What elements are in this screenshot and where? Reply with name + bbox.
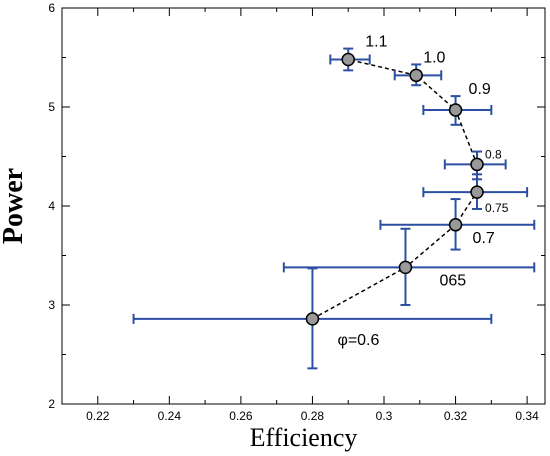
point-label: 0.9 xyxy=(469,81,491,98)
x-tick-label: 0.34 xyxy=(515,409,539,423)
x-tick-label: 0.26 xyxy=(229,409,253,423)
data-point xyxy=(398,260,413,275)
x-tick-label: 0.22 xyxy=(86,409,110,423)
x-tick-label: 0.24 xyxy=(158,409,182,423)
y-tick-label: 2 xyxy=(48,397,55,411)
data-point xyxy=(470,157,484,172)
data-point xyxy=(448,218,463,232)
y-axis-title: Power xyxy=(0,168,29,244)
point-label: 065 xyxy=(439,272,466,289)
y-tick-label: 4 xyxy=(48,199,55,213)
point-labels: φ=0.6 065 0.7 0.75 0.8 0.9 1.0 1.1 xyxy=(337,33,508,348)
y-tick-label: 6 xyxy=(48,1,55,15)
point-label: 1.0 xyxy=(423,49,445,66)
point-label: 0.75 xyxy=(485,201,509,215)
data-point xyxy=(305,312,320,326)
data-point xyxy=(448,103,463,117)
point-label: 0.7 xyxy=(473,230,495,247)
point-label: 1.1 xyxy=(365,33,387,50)
data-point xyxy=(409,68,423,83)
data-point xyxy=(470,185,484,199)
data-points xyxy=(305,52,484,326)
y-tick-label: 5 xyxy=(48,100,55,114)
plot-frame xyxy=(61,7,546,405)
y-tick-label: 3 xyxy=(48,298,55,312)
x-tick-label: 0.28 xyxy=(301,409,325,423)
data-point xyxy=(341,52,355,67)
y-axis-ticks: 2 3 4 5 6 xyxy=(48,1,545,411)
point-label: φ=0.6 xyxy=(337,332,379,349)
point-label: 0.8 xyxy=(485,147,502,161)
x-tick-label: 0.32 xyxy=(444,409,468,423)
x-tick-label: 0.3 xyxy=(376,409,393,423)
x-axis-ticks: 0.22 0.24 0.26 0.28 0.3 0.32 0.34 xyxy=(86,8,539,423)
x-axis-title: Efficiency xyxy=(250,423,358,452)
